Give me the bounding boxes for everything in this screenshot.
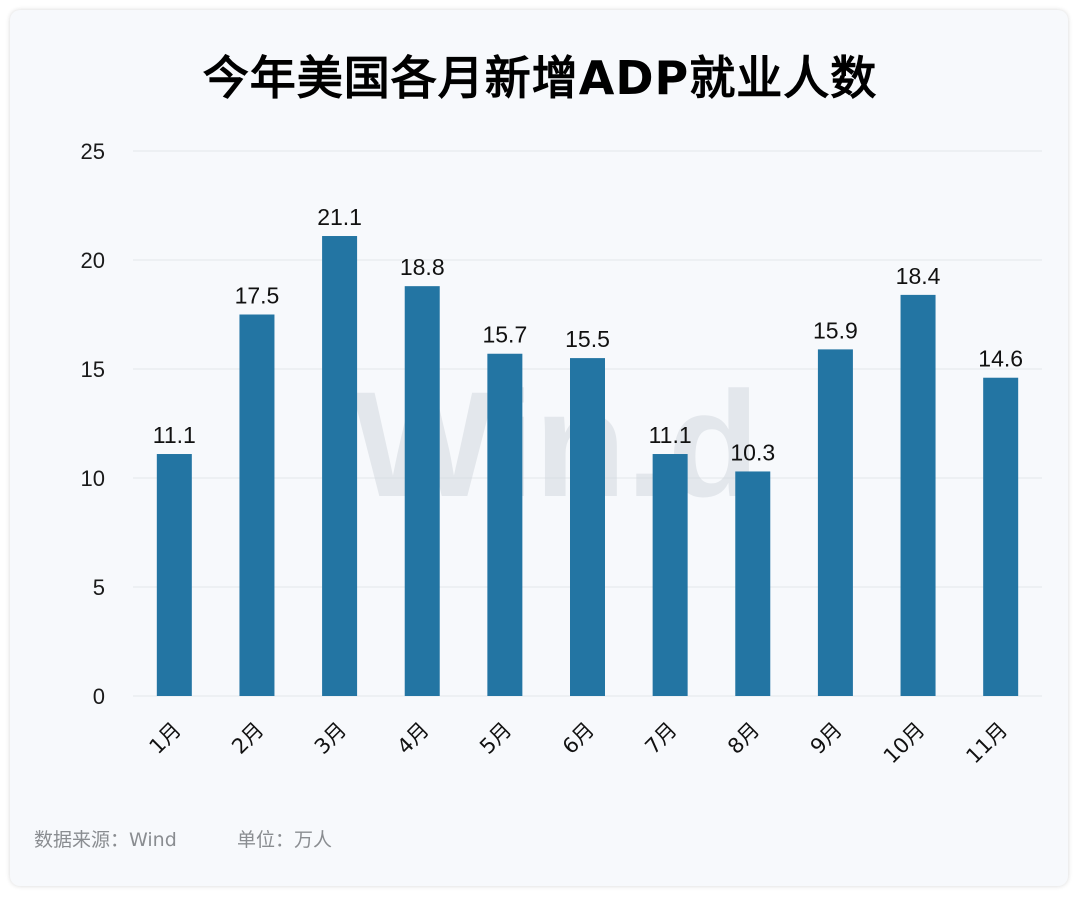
bar: [404, 286, 440, 696]
y-tick-label: 20: [81, 248, 105, 273]
x-tick-label: 9月: [806, 718, 847, 759]
bar: [487, 353, 523, 696]
chart-card: [10, 10, 1068, 886]
x-tick-label: 3月: [310, 718, 351, 759]
data-label: 11.1: [153, 422, 196, 448]
y-tick-label: 10: [81, 466, 105, 491]
y-tick-label: 0: [93, 684, 105, 709]
bar: [570, 358, 605, 696]
x-tick-label: 5月: [475, 718, 516, 759]
x-tick-label: 10月: [879, 718, 930, 769]
y-tick-label: 5: [93, 575, 105, 600]
x-tick-label: 6月: [558, 718, 599, 759]
bar: [156, 454, 192, 696]
data-label: 18.8: [400, 254, 445, 280]
data-label: 15.9: [813, 317, 858, 343]
bar: [239, 314, 275, 696]
x-tick-label: 4月: [392, 718, 433, 759]
y-tick-label: 25: [81, 139, 105, 164]
data-label: 15.7: [482, 322, 527, 348]
data-label: 15.5: [565, 326, 610, 352]
data-label: 10.3: [730, 439, 775, 465]
bar: [735, 471, 771, 696]
data-label: 17.5: [235, 283, 280, 309]
bar: [900, 294, 936, 696]
x-tick-label: 8月: [723, 718, 764, 759]
y-tick-label: 15: [81, 357, 105, 382]
data-label: 11.1: [649, 422, 692, 448]
x-tick-label: 2月: [227, 718, 268, 759]
bar: [652, 454, 688, 696]
unit-note: 单位：万人: [237, 829, 333, 851]
x-tick-label: 1月: [145, 718, 186, 759]
x-tick-label: 11月: [961, 718, 1012, 769]
data-label: 18.4: [896, 263, 941, 289]
data-label: 14.6: [978, 346, 1023, 372]
data-source-note: 数据来源：Wind: [34, 829, 177, 851]
bar: [817, 349, 853, 696]
bar: [322, 236, 358, 696]
bar: [983, 377, 1019, 696]
x-tick-label: 7月: [640, 718, 681, 759]
chart-title: 今年美国各月新增ADP就业人数: [202, 51, 878, 105]
data-label: 21.1: [317, 204, 362, 230]
